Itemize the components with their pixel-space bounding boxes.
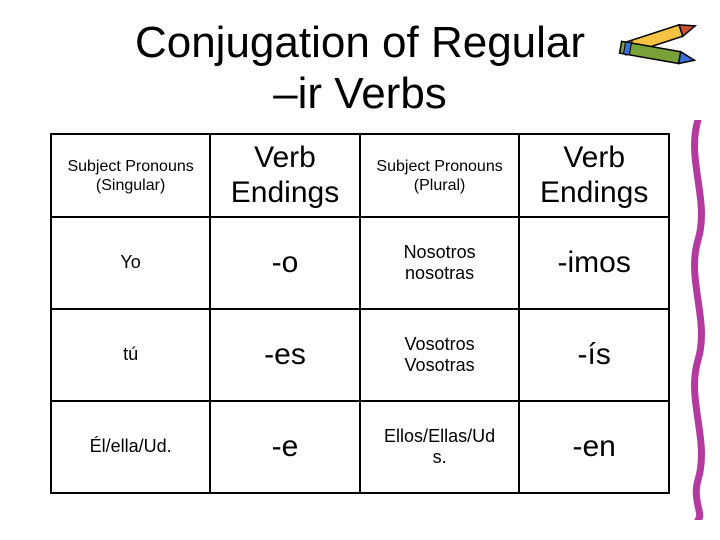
header-plural-sub: (Plural): [414, 177, 466, 194]
crayon-squiggle-icon: [684, 120, 712, 520]
cell-sing-2: Él/ella/Ud.: [51, 401, 210, 493]
cell-plur-0-l1: Nosotros: [404, 242, 476, 262]
cell-end-plur-2: -en: [519, 401, 669, 493]
header-singular-label: Subject Pronouns: [67, 158, 193, 175]
header-singular-sub: (Singular): [96, 177, 165, 194]
cell-plur-2-l2: s.: [433, 447, 447, 467]
title-line2: –ir Verbs: [273, 69, 447, 118]
cell-plur-2: Ellos/Ellas/Ud s.: [360, 401, 520, 493]
page-title: Conjugation of Regular –ir Verbs: [40, 18, 680, 119]
slide: Conjugation of Regular –ir Verbs Subject…: [0, 0, 720, 540]
cell-plur-1-l1: Vosotros: [405, 334, 475, 354]
table-row: tú -es Vosotros Vosotras -ís: [51, 309, 669, 401]
cell-sing-1: tú: [51, 309, 210, 401]
table-row: Él/ella/Ud. -e Ellos/Ellas/Ud s. -en: [51, 401, 669, 493]
header-endings1: Verb: [254, 141, 316, 174]
cell-plur-0-l2: nosotras: [405, 263, 474, 283]
header-plural: Subject Pronouns (Plural): [360, 134, 520, 217]
header-plural-label: Subject Pronouns: [376, 158, 502, 175]
cell-sing-0: Yo: [51, 217, 210, 309]
cell-end-sing-0: -o: [210, 217, 360, 309]
cell-plur-1: Vosotros Vosotras: [360, 309, 520, 401]
cell-plur-1-l2: Vosotras: [405, 355, 475, 375]
cell-plur-0: Nosotros nosotras: [360, 217, 520, 309]
title-line1: Conjugation of Regular: [135, 18, 585, 67]
header-endings-plur: Verb Endings: [519, 134, 669, 217]
cell-end-plur-0: -imos: [519, 217, 669, 309]
header-endings2-sub: Endings: [540, 176, 648, 209]
header-endings-sing: Verb Endings: [210, 134, 360, 217]
table-row: Yo -o Nosotros nosotras -imos: [51, 217, 669, 309]
header-endings1-sub: Endings: [231, 176, 339, 209]
conjugation-table: Subject Pronouns (Singular) Verb Endings…: [50, 133, 670, 494]
header-singular: Subject Pronouns (Singular): [51, 134, 210, 217]
table-header-row: Subject Pronouns (Singular) Verb Endings…: [51, 134, 669, 217]
header-endings2: Verb: [563, 141, 625, 174]
cell-plur-2-l1: Ellos/Ellas/Ud: [384, 426, 495, 446]
cell-end-plur-1: -ís: [519, 309, 669, 401]
cell-end-sing-1: -es: [210, 309, 360, 401]
cell-end-sing-2: -e: [210, 401, 360, 493]
